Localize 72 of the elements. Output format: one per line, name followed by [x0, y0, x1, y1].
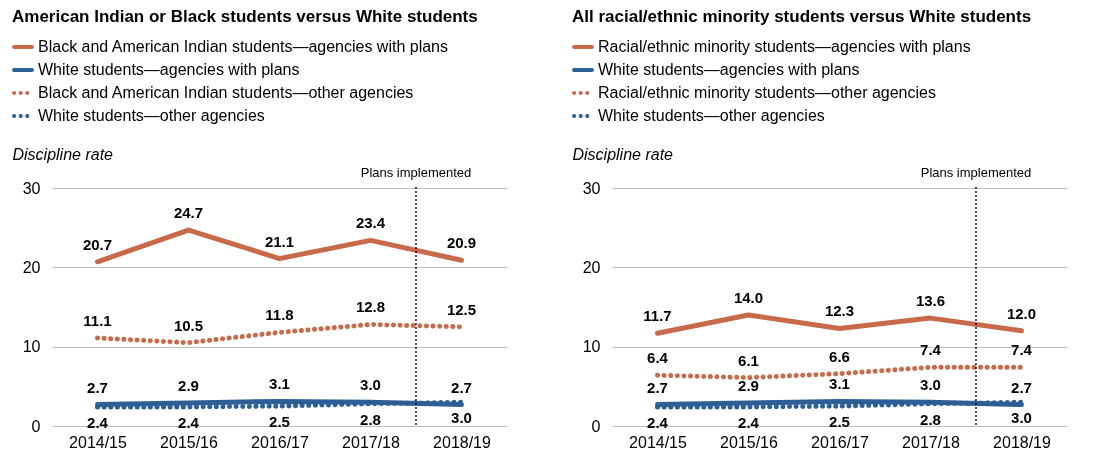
data-label: 3.0: [451, 409, 472, 427]
data-label: 3.1: [829, 375, 850, 393]
chart-title: All racial/ethnic minority students versus White students: [572, 7, 1032, 26]
data-label: 7.4: [1011, 341, 1033, 359]
data-label: 2.9: [178, 376, 199, 394]
text: Plans implemented: [360, 165, 472, 180]
x-tick-label: 2018/19: [433, 433, 492, 451]
data-label: 12.8: [355, 298, 386, 316]
x-tick-label: 2014/15: [69, 433, 128, 451]
data-label: 2.4: [178, 413, 200, 431]
data-label: 2.4: [738, 413, 760, 431]
data-label: 24.7: [173, 204, 204, 222]
legend-label: White students—other agencies: [38, 107, 265, 124]
data-label: 2.7: [1011, 378, 1032, 396]
data-label: 20.7: [82, 235, 113, 253]
chart-title: American Indian or Black students versus White students: [12, 7, 478, 26]
data-label: 2.7: [647, 378, 668, 396]
data-label: 11.7: [643, 307, 672, 325]
y-tick-label: 30: [22, 179, 41, 197]
data-label: 20.9: [446, 234, 477, 252]
data-label: 11.1: [83, 311, 112, 329]
legend-label: White students—agencies with plans: [598, 61, 860, 78]
data-label: 6.1: [738, 351, 759, 369]
legend-label: Racial/ethnic minority students—other agencies: [598, 84, 936, 101]
x-tick-label: 2016/17: [251, 433, 310, 451]
data-label: 23.4: [355, 214, 386, 232]
y-tick-label: 20: [22, 258, 41, 276]
data-label: 2.8: [360, 410, 381, 428]
data-label: 7.4: [920, 341, 942, 359]
data-label: 3.1: [269, 375, 290, 393]
data-label: 2.5: [269, 413, 290, 431]
legend-label: White students—other agencies: [598, 107, 825, 124]
y-axis-title: Discipline rate: [572, 145, 674, 163]
legend-label: White students—agencies with plans: [38, 61, 300, 78]
y-tick-label: 10: [582, 338, 601, 356]
data-label: 14.0: [733, 288, 764, 306]
x-tick-label: 2014/15: [629, 433, 688, 451]
data-label: 2.4: [647, 413, 669, 431]
data-label: 12.5: [446, 300, 477, 318]
legend-label: Black and American Indian students—other agencies: [38, 84, 414, 101]
data-label: 2.7: [87, 378, 108, 396]
y-tick-label: 20: [582, 258, 601, 276]
data-label: 3.0: [360, 376, 381, 394]
x-tick-label: 2017/18: [902, 433, 961, 451]
x-tick-label: 2018/19: [993, 433, 1052, 451]
data-label: 2.9: [738, 376, 759, 394]
y-tick-label: 0: [591, 417, 601, 435]
y-tick-label: 10: [22, 338, 41, 356]
legend-label: Black and American Indian students—agencies with plans: [38, 38, 449, 55]
x-tick-label: 2015/16: [720, 433, 779, 451]
data-label: 11.8: [265, 306, 294, 324]
x-tick-label: 2017/18: [342, 433, 401, 451]
data-label: 2.8: [920, 410, 941, 428]
data-label: 10.5: [173, 316, 204, 334]
data-label: 12.3: [824, 302, 855, 320]
data-label: 2.5: [829, 413, 850, 431]
data-label: 2.7: [451, 378, 472, 396]
data-label: 2.4: [87, 413, 109, 431]
data-label: 12.0: [1006, 304, 1037, 322]
data-label: 6.6: [829, 347, 850, 365]
x-tick-label: 2015/16: [160, 433, 219, 451]
data-label: 21.1: [264, 232, 295, 250]
legend-label: Racial/ethnic minority students—agencies with plans: [598, 38, 971, 55]
y-tick-label: 30: [582, 179, 601, 197]
data-label: 6.4: [647, 349, 669, 367]
y-tick-label: 0: [31, 417, 41, 435]
text: Plans implemented: [920, 165, 1032, 180]
data-label: 3.0: [1011, 409, 1032, 427]
y-axis-title: Discipline rate: [12, 145, 114, 163]
data-label: 13.6: [915, 292, 946, 310]
x-tick-label: 2016/17: [811, 433, 870, 451]
data-label: 3.0: [920, 376, 941, 394]
